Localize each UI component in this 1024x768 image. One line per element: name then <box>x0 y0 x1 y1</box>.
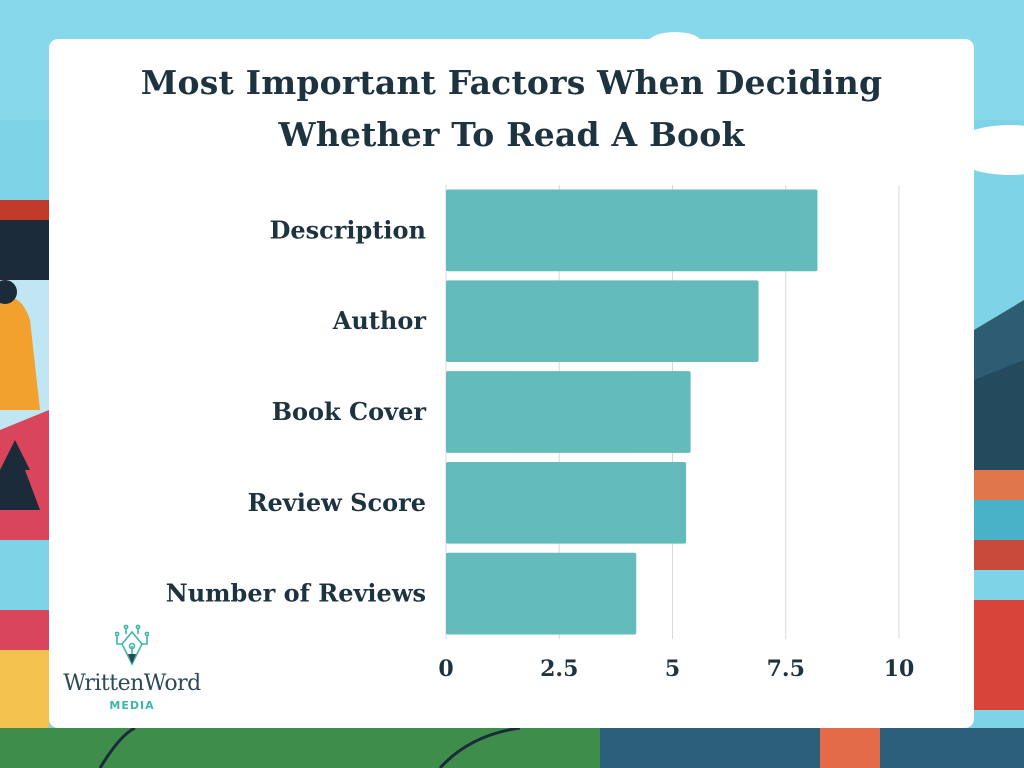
pen-nib-circuit-icon <box>115 624 149 666</box>
x-tick-labels: 0 2.5 5 7.5 10 <box>438 656 914 682</box>
chart-title: Most Important Factors When Deciding Whe… <box>49 57 974 161</box>
x-tick-label-4: 10 <box>884 656 915 682</box>
bar-chart: Description Author Book Cover Review Score N… <box>166 185 914 682</box>
bar-review-score <box>446 461 687 544</box>
category-label-book-cover: Book Cover <box>272 397 427 426</box>
x-tick-label-0: 0 <box>438 656 453 682</box>
x-tick-label-2: 5 <box>665 656 680 682</box>
bar-description <box>446 189 818 272</box>
x-tick-label-1: 2.5 <box>540 656 578 682</box>
category-label-description: Description <box>270 215 426 244</box>
writtenword-media-logo: WrittenWord MEDIA <box>63 624 203 719</box>
chart-card: Most Important Factors When Deciding Whe… <box>49 39 974 728</box>
logo-subtitle: MEDIA <box>109 699 155 712</box>
logo-name: WrittenWord <box>63 671 201 696</box>
bar-book-cover <box>446 371 691 453</box>
category-label-review-score: Review Score <box>248 488 426 517</box>
category-label-number-of-reviews: Number of Reviews <box>166 579 426 608</box>
bar-number-of-reviews <box>446 552 637 635</box>
chart-title-line-1: Most Important Factors When Deciding <box>140 63 883 102</box>
bars <box>446 189 818 635</box>
category-label-author: Author <box>332 306 427 335</box>
category-labels: Description Author Book Cover Review Score N… <box>166 215 427 607</box>
chart-title-line-2: Whether To Read A Book <box>278 115 745 154</box>
x-tick-label-3: 7.5 <box>767 656 805 682</box>
bar-author <box>446 280 759 363</box>
